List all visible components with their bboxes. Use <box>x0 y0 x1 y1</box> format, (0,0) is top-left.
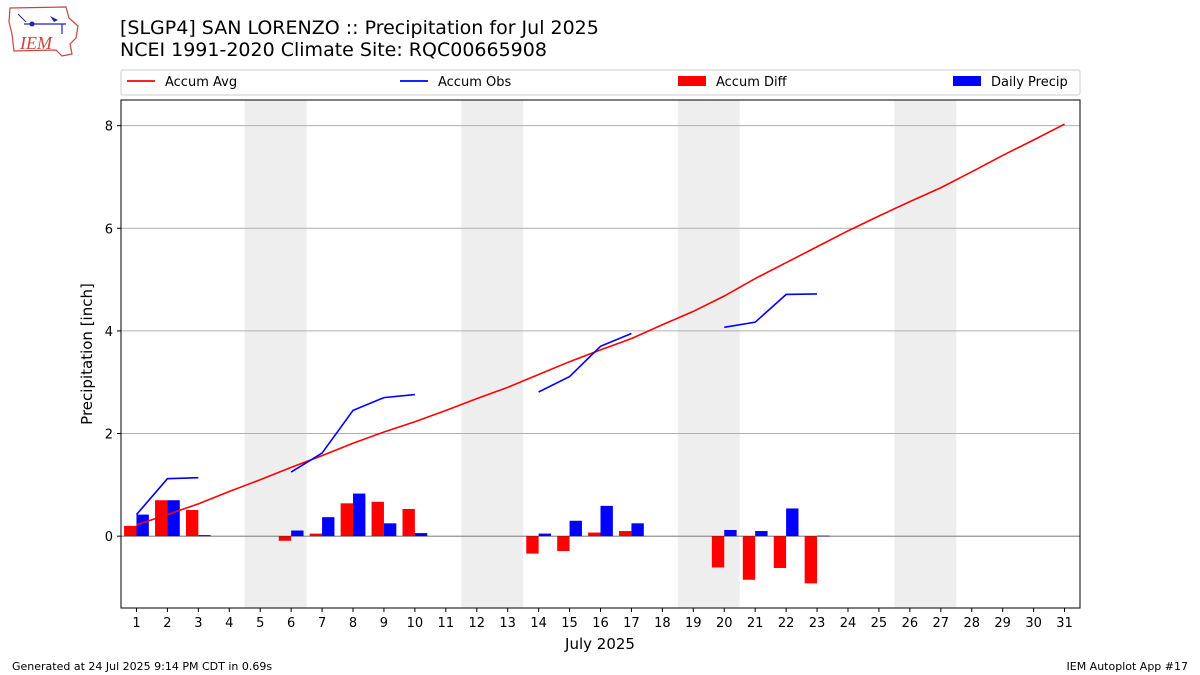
logo-text: IEM <box>19 33 53 53</box>
x-tick-label: 19 <box>685 616 702 631</box>
legend-box <box>120 69 1081 96</box>
accum-diff-bar <box>185 509 199 537</box>
x-tick-label: 28 <box>963 616 980 631</box>
accum-diff-bar <box>278 536 292 541</box>
y-tick-label: 4 <box>105 325 113 340</box>
y-tick-label: 2 <box>105 428 113 443</box>
weekend-band <box>677 100 740 608</box>
y-axis-label: Precipitation [inch] <box>78 283 96 425</box>
daily-precip-bar <box>724 530 737 537</box>
accum-obs-line <box>724 293 818 329</box>
weekend-band <box>244 100 307 608</box>
daily-precip-bar <box>538 533 552 537</box>
x-tick-label: 11 <box>438 616 455 631</box>
x-tick-label: 8 <box>349 616 357 631</box>
x-tick-label: 21 <box>747 616 764 631</box>
x-tick-label: 20 <box>716 616 733 631</box>
x-tick-label: 1 <box>132 616 140 631</box>
x-tick-label: 13 <box>499 616 516 631</box>
daily-precip-bar <box>755 531 768 537</box>
daily-precip-bar <box>631 523 644 537</box>
accum-diff-bar <box>804 536 818 584</box>
accum-obs-line <box>135 476 199 516</box>
x-tick-label: 6 <box>287 616 295 631</box>
x-tick-label: 22 <box>778 616 795 631</box>
x-tick-label: 29 <box>994 616 1011 631</box>
accum-diff-bar <box>526 536 539 554</box>
x-tick-label: 18 <box>654 616 671 631</box>
y-tick-label: 8 <box>105 120 113 135</box>
weekend-band <box>461 100 524 608</box>
x-tick-label: 25 <box>871 616 888 631</box>
x-tick-label: 7 <box>318 616 326 631</box>
daily-precip-bar <box>353 493 366 537</box>
chart-subtitle: NCEI 1991-2020 Climate Site: RQC00665908 <box>120 39 547 61</box>
weekend-band <box>894 100 957 608</box>
x-tick-label: 4 <box>225 616 233 631</box>
x-tick-label: 27 <box>933 616 950 631</box>
x-axis-label: July 2025 <box>564 635 635 653</box>
legend-accum-obs-label: Accum Obs <box>438 75 511 90</box>
daily-precip-bar <box>136 514 149 537</box>
accum-diff-bar <box>309 533 323 537</box>
accum-diff-bar <box>619 531 632 537</box>
x-tick-label: 17 <box>623 616 640 631</box>
accum-diff-bar <box>124 525 137 537</box>
daily-precip-bar <box>383 523 397 537</box>
daily-precip-bar <box>322 517 335 537</box>
legend-accum-diff-label: Accum Diff <box>716 75 788 90</box>
daily-precip-bar <box>600 505 613 537</box>
accum-diff-bar <box>371 501 384 537</box>
accum-diff-bar <box>742 536 756 580</box>
accum-diff-bar <box>588 532 601 537</box>
x-tick-label: 12 <box>468 616 485 631</box>
x-tick-label: 10 <box>407 616 424 631</box>
x-tick-label: 31 <box>1056 616 1073 631</box>
accum-obs-line <box>290 393 415 473</box>
y-tick-label: 6 <box>105 222 113 237</box>
x-tick-label: 23 <box>809 616 826 631</box>
x-tick-label: 9 <box>380 616 388 631</box>
accum-avg-line <box>136 123 1065 526</box>
legend: Accum Avg Accum Obs Accum Diff Daily Precip <box>127 75 1068 90</box>
plot-frame <box>120 99 1081 609</box>
daily-precip-bar <box>569 520 582 537</box>
accum-diff-bar <box>340 503 354 537</box>
daily-precip-bar <box>291 530 304 537</box>
daily-precip-bar <box>414 533 428 537</box>
footer-app: IEM Autoplot App #17 <box>1066 660 1189 673</box>
accum-obs-line <box>538 332 632 393</box>
legend-daily-precip-label: Daily Precip <box>991 75 1068 90</box>
x-tick-label: 2 <box>163 616 171 631</box>
y-tick-label: 0 <box>105 530 113 545</box>
chart-title: [SLGP4] SAN LORENZO :: Precipitation for… <box>120 17 599 39</box>
footer-generated: Generated at 24 Jul 2025 9:14 PM CDT in … <box>12 660 273 673</box>
x-tick-label: 5 <box>256 616 264 631</box>
daily-precip-bar <box>167 500 180 537</box>
x-tick-label: 3 <box>194 616 202 631</box>
x-tick-label: 30 <box>1025 616 1042 631</box>
legend-accum-diff-swatch <box>678 76 706 86</box>
iem-logo-icon: IEM <box>8 6 79 57</box>
accum-diff-bar <box>402 508 415 537</box>
x-tick-label: 16 <box>592 616 609 631</box>
accum-diff-bar <box>711 536 725 568</box>
x-tick-label: 14 <box>530 616 547 631</box>
daily-precip-bar <box>786 508 799 537</box>
x-tick-label: 15 <box>561 616 578 631</box>
daily-precip-bar <box>198 535 211 537</box>
x-tick-label: 24 <box>840 616 857 631</box>
accum-diff-bar <box>155 500 168 537</box>
accum-diff-bar <box>557 536 570 552</box>
legend-daily-precip-swatch <box>953 76 981 86</box>
x-tick-label: 26 <box>902 616 919 631</box>
legend-accum-avg-label: Accum Avg <box>165 75 237 90</box>
accum-diff-bar <box>773 536 787 568</box>
